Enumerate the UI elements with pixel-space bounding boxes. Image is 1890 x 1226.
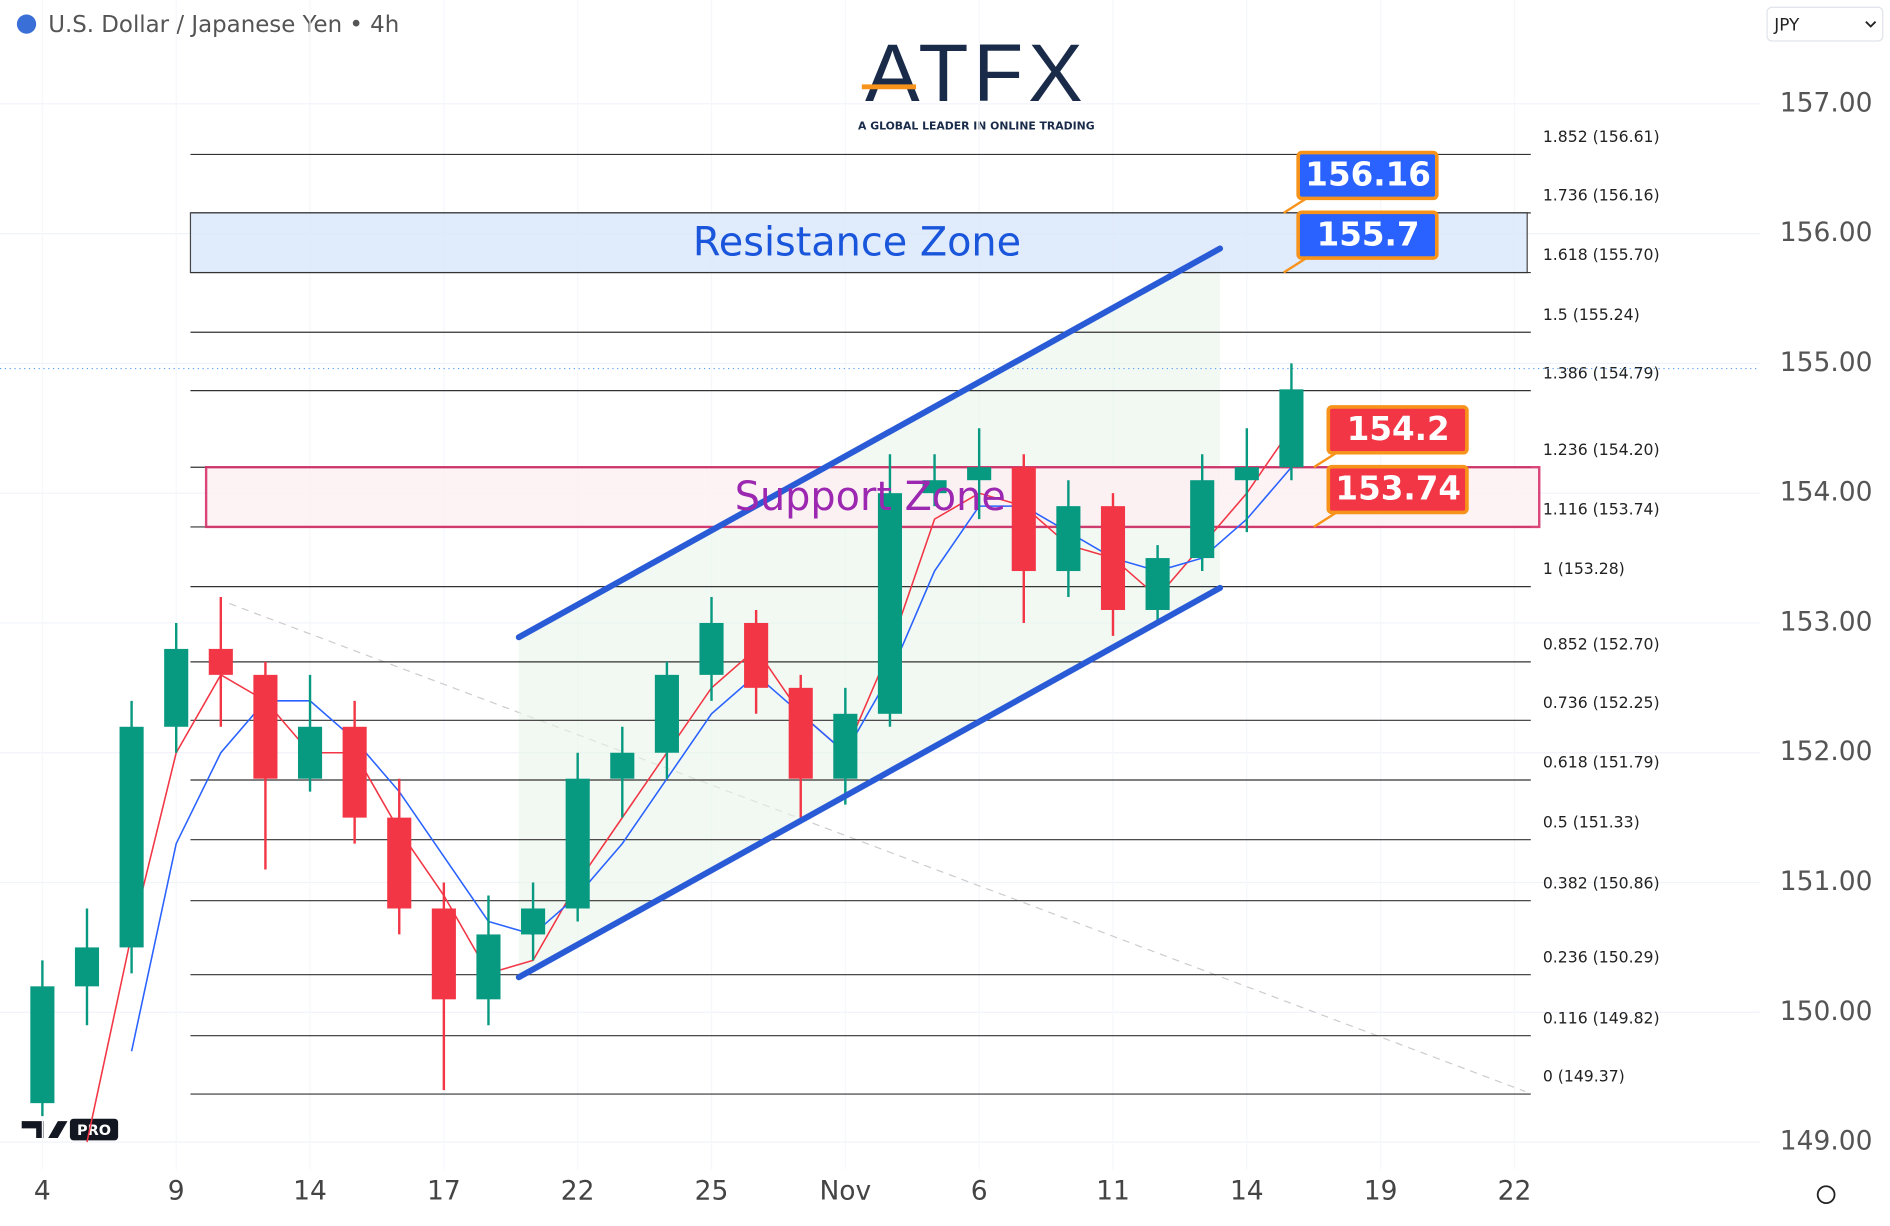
x-tick-label: 4 (34, 1176, 51, 1207)
logo-tagline: A GLOBAL LEADER IN ONLINE TRADING (858, 120, 1095, 133)
y-tick-label: 157.00 (1780, 87, 1873, 118)
zone-label: Support Zone (735, 474, 1006, 520)
candle-body (1100, 506, 1126, 610)
candle-body (833, 713, 858, 779)
candle-body (610, 752, 635, 779)
badge-bg (69, 1118, 119, 1141)
callout-box (1296, 210, 1439, 260)
candle-body (342, 726, 367, 818)
fib-label: 1.386 (154.79) (1543, 363, 1660, 382)
x-tick-label: 11 (1096, 1176, 1130, 1207)
x-tick-label: 6 (971, 1176, 988, 1207)
settings-icon[interactable] (1816, 1185, 1836, 1204)
candle-body (387, 817, 412, 909)
candle-body (208, 648, 233, 675)
fib-label: 0.736 (152.25) (1543, 693, 1660, 712)
channel-line (515, 245, 1224, 641)
currency-select[interactable] (1766, 6, 1884, 42)
candle-body (877, 493, 903, 714)
x-tick-label: 19 (1364, 1176, 1398, 1207)
candle-body (1145, 558, 1170, 610)
dropdown-arrow (1865, 21, 1877, 28)
x-tick-label: Nov (819, 1176, 871, 1207)
tv-logo: PRO (21, 1118, 119, 1141)
candle-body (699, 622, 724, 675)
candle-body (431, 908, 456, 1000)
tv-mark (21, 1121, 68, 1138)
candle-body (654, 674, 679, 753)
candle-body (119, 726, 144, 948)
candle-body (1279, 389, 1304, 468)
fib-label: 0.382 (150.86) (1543, 873, 1660, 892)
fib-label: 1.5 (155.24) (1543, 305, 1640, 324)
fib-label: 0.618 (151.79) (1543, 753, 1660, 772)
channel-fill (518, 248, 1221, 978)
candle-body (297, 726, 323, 779)
x-tick-label: 25 (695, 1176, 729, 1207)
ma-line (86, 427, 1293, 1143)
zone (204, 466, 1541, 529)
fib-label: 1.618 (155.70) (1543, 245, 1660, 264)
candle-body (788, 687, 813, 779)
x-tick-label: 14 (293, 1176, 327, 1207)
callout-label: 155.7 (1317, 215, 1420, 253)
candle-body (164, 648, 189, 727)
callout-box (1296, 150, 1439, 201)
candle-body (1190, 480, 1215, 559)
fib-label: 0.116 (149.82) (1543, 1008, 1660, 1027)
fib-label: 0.236 (150.29) (1543, 947, 1660, 966)
y-tick-label: 151.00 (1780, 866, 1873, 897)
candle-body (565, 778, 590, 909)
chart-title: U.S. Dollar / Japanese Yen • 4h (48, 12, 399, 38)
callout-box (1326, 464, 1469, 515)
x-tick-label: 17 (427, 1176, 461, 1207)
y-tick-label: 156.00 (1780, 217, 1873, 248)
fib-label: 0.852 (152.70) (1543, 635, 1660, 654)
callout-label: 154.2 (1347, 410, 1450, 448)
x-tick-label: 9 (168, 1176, 185, 1207)
fib-label: 1 (153.28) (1543, 559, 1625, 578)
y-tick-label: 150.00 (1780, 996, 1873, 1027)
candle-body (1011, 467, 1036, 572)
candle-body (74, 947, 100, 987)
candle-body (967, 467, 992, 481)
candle-body (922, 480, 947, 494)
callout-label: 156.16 (1305, 156, 1431, 194)
fib-label: 1.736 (156.16) (1543, 185, 1660, 204)
candle-body (253, 674, 278, 779)
currency-label: JPY (1773, 14, 1800, 34)
ma-line (130, 466, 1293, 1052)
zone-label: Resistance Zone (693, 220, 1021, 266)
candle-body (521, 908, 546, 935)
candle-body (744, 622, 769, 688)
y-tick-label: 154.00 (1780, 477, 1873, 508)
x-tick-label: 22 (1498, 1176, 1532, 1207)
y-tick-label: 153.00 (1780, 606, 1873, 637)
channel-line (515, 584, 1224, 981)
x-tick-label: 22 (561, 1176, 595, 1207)
fib-label: 0.5 (151.33) (1543, 812, 1640, 831)
trend-line (229, 602, 1526, 1093)
fib-label: 0 (149.37) (1543, 1067, 1625, 1086)
y-tick-label: 155.00 (1780, 347, 1873, 378)
x-tick-label: 14 (1230, 1176, 1264, 1207)
y-tick-label: 149.00 (1780, 1126, 1873, 1157)
flag-icon (16, 14, 37, 34)
callout-label: 153.74 (1335, 470, 1461, 508)
y-tick-label: 152.00 (1780, 736, 1873, 767)
fib-label: 1.116 (153.74) (1543, 500, 1660, 519)
fib-label: 1.852 (156.61) (1543, 127, 1660, 146)
fib-label: 1.236 (154.20) (1543, 440, 1660, 459)
candle-body (30, 986, 55, 1104)
candle-body (1056, 506, 1081, 572)
candle-body (476, 934, 501, 1000)
callout-box (1326, 405, 1469, 455)
candle-body (1234, 467, 1259, 481)
badge: PRO (77, 1123, 111, 1139)
logo: ATFX (865, 28, 1088, 119)
